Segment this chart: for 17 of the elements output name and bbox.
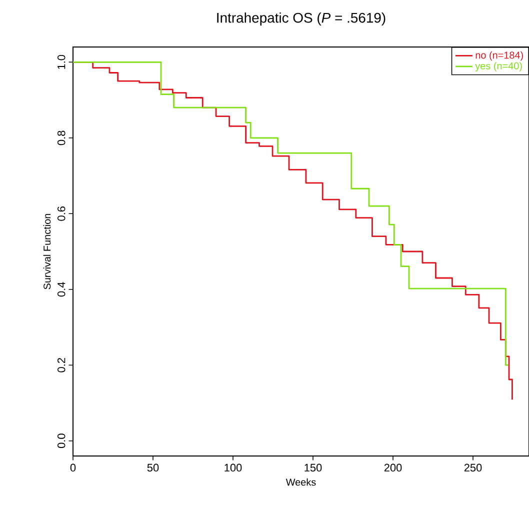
x-tick-label: 250 xyxy=(464,464,482,472)
x-tick-label: 100 xyxy=(224,464,242,472)
legend-label: yes (n=40) xyxy=(475,62,522,72)
x-tick-label: 150 xyxy=(304,464,322,472)
y-tick-label: 0.8 xyxy=(57,130,66,146)
legend-label: no (n=184) xyxy=(476,51,523,61)
x-axis-title: Weeks xyxy=(286,478,316,486)
y-axis-title: Survival Function xyxy=(43,214,51,290)
y-tick-label: 0.4 xyxy=(57,282,66,297)
y-tick-label: 0.6 xyxy=(57,206,66,221)
x-tick-label: 0 xyxy=(70,464,76,472)
x-tick-label: 50 xyxy=(147,464,159,472)
y-tick-label: 1.0 xyxy=(57,54,66,69)
y-tick-label: 0.0 xyxy=(57,434,66,448)
chart-title: Intrahepatic OS (P = .5619) xyxy=(217,12,386,26)
y-tick-label: 0.2 xyxy=(57,358,66,372)
x-tick-label: 200 xyxy=(384,464,402,472)
